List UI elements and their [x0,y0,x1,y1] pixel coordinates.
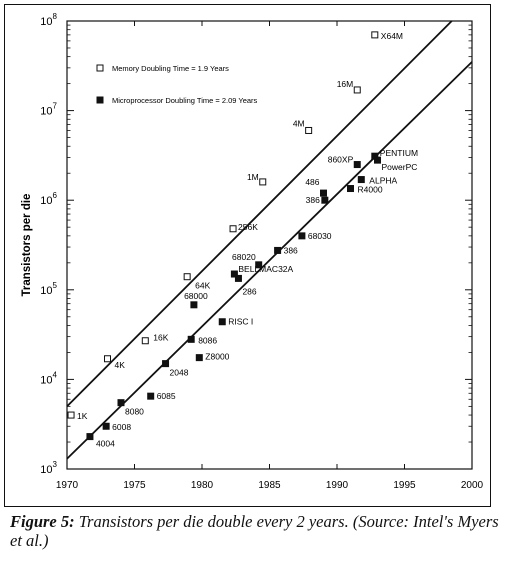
memory-point [371,31,379,39]
microprocessor-point [218,318,226,326]
microprocessor-point-label: 286 [242,286,256,296]
y-axis-label: Transistors per die [21,194,33,297]
microprocessor-point [147,392,155,400]
x-tick-label: 1995 [393,480,416,491]
memory-point [259,178,267,186]
microprocessor-trend-line [66,61,473,460]
microprocessor-point-label: ALPHA [369,176,397,186]
memory-point [353,86,361,94]
microprocessor-point [255,261,263,269]
memory-point-label: 1M [247,172,259,182]
memory-point [229,225,237,233]
x-tick-label: 1980 [191,480,214,491]
legend-marker-open [96,64,104,72]
microprocessor-point [187,335,195,343]
microprocessor-point-label: RISC I [228,317,253,327]
microprocessor-point [374,156,381,164]
legend-entry: Microprocessor Doubling Time = 2.09 Year… [112,96,258,105]
microprocessor-point-label: Z8000 [205,352,229,362]
memory-trend-line [66,20,453,408]
memory-point-label: 4K [115,360,126,370]
microprocessor-point [190,301,198,309]
memory-point-label: 16M [337,79,354,89]
y-tick-label: 103 [40,460,57,476]
y-tick-label: 105 [40,281,57,297]
caption-text: Transistors per die double every 2 years… [10,512,499,550]
microprocessor-point [353,161,361,169]
microprocessor-point-label: 4004 [96,439,115,449]
microprocessor-point [274,246,282,254]
microprocessor-point [102,422,110,430]
memory-point-label: 1K [77,411,88,421]
microprocessor-point [320,189,327,197]
memory-point-label: 256K [238,222,258,232]
microprocessor-point-label: 8080 [125,407,144,417]
legend-marker-filled [96,96,104,104]
y-tick-label: 108 [40,12,57,28]
microprocessor-point [298,232,306,240]
memory-point-label: 16K [153,333,168,343]
y-tick-label: 106 [40,191,57,207]
microprocessor-point-label: 2048 [170,368,189,378]
memory-point-label: X64M [381,31,403,41]
caption-label: Figure 5: [10,512,75,531]
x-tick-label: 1985 [258,480,281,491]
microprocessor-point-label: 486 [305,177,319,187]
microprocessor-point [230,270,238,278]
microprocessor-point-label: 68020 [232,252,256,262]
microprocessor-point-label: 8086 [198,335,217,345]
microprocessor-point [195,354,203,362]
microprocessor-point-label: 6008 [112,422,131,432]
legend-entry: Memory Doubling Time = 1.9 Years [112,64,229,73]
figure-frame: 1970 1975 1980 1985 1990 1995 2000 103 104 105 106… [4,4,491,507]
microprocessor-point [234,274,242,282]
plot-area-frame [66,20,473,470]
x-tick-label: 1990 [326,480,349,491]
x-tick-label: 2000 [461,480,484,491]
microprocessor-point [357,176,365,184]
x-tick-label: 1970 [56,480,79,491]
microprocessor-point [321,196,329,204]
microprocessor-point-label: PENTIUM [380,148,418,158]
microprocessor-point-label: BELLMAC32A [238,264,293,274]
microprocessor-point-label: PowerPC [382,162,418,172]
x-tick-label: 1975 [123,480,146,491]
microprocessor-point [347,185,354,193]
microprocessor-point-label: R4000 [358,185,383,195]
microprocessor-point [86,433,94,441]
microprocessor-point-label: 386 [306,195,320,205]
figure-caption: Figure 5: Transistors per die double eve… [10,512,508,550]
microprocessor-point-label: 860XP [328,155,354,165]
memory-point-label: 64K [195,281,210,291]
y-tick-label: 104 [40,370,57,386]
microprocessor-point-label: 68000 [184,291,208,301]
memory-point [183,273,191,281]
microprocessor-point [117,399,125,407]
memory-point [141,337,149,345]
y-tick-label: 107 [40,102,57,118]
microprocessor-point-label: 6085 [157,391,176,401]
microprocessor-point-label: 68030 [308,231,332,241]
microprocessor-point-label: 386 [284,245,298,255]
microprocessor-point [162,360,170,368]
memory-point [305,126,313,134]
transistor-chart: 1970 1975 1980 1985 1990 1995 2000 103 104 105 106… [21,12,484,491]
memory-point [67,411,75,419]
memory-point-label: 4M [293,118,305,128]
memory-point [104,355,111,363]
